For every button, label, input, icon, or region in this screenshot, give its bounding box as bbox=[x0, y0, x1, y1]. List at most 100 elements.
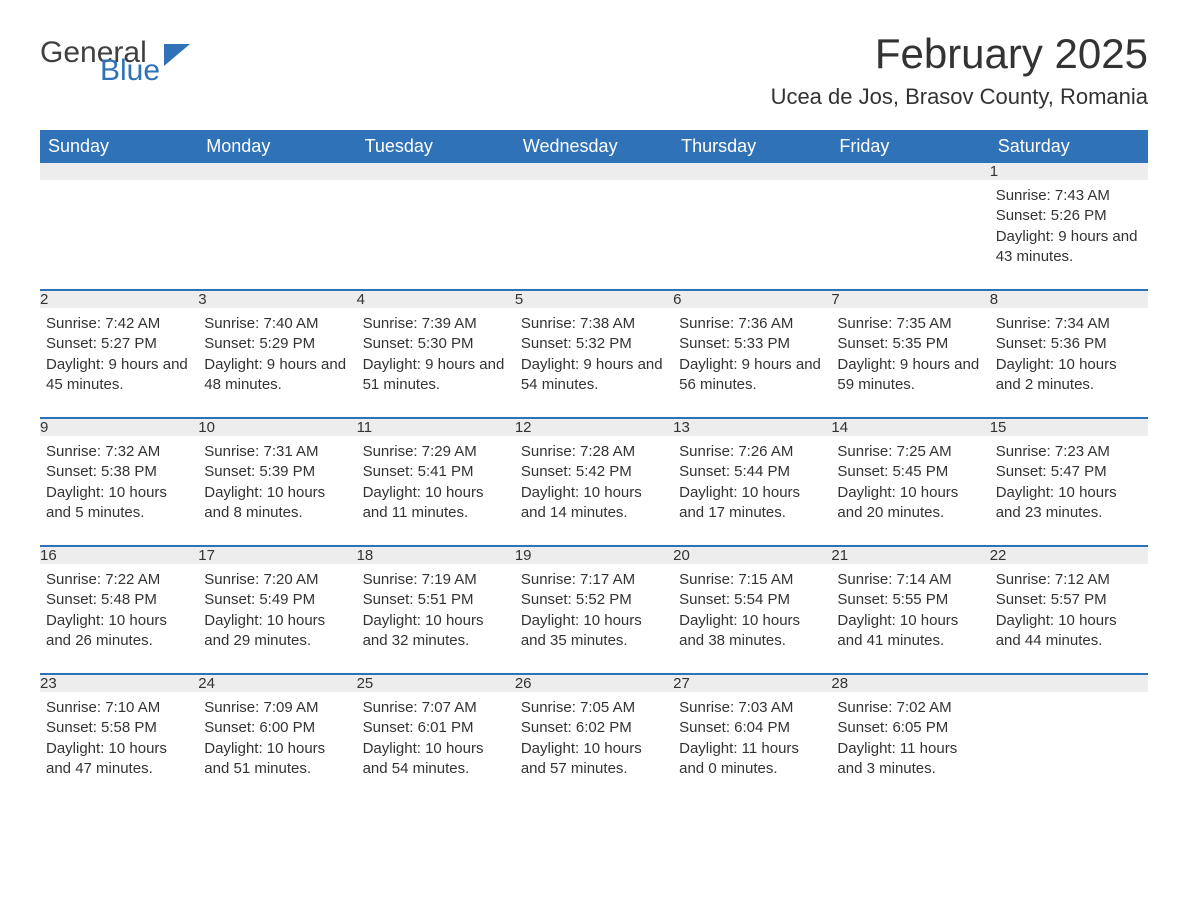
day-content-cell: Sunrise: 7:03 AMSunset: 6:04 PMDaylight:… bbox=[673, 692, 831, 801]
sunrise-text: Sunrise: 7:25 AM bbox=[837, 442, 983, 462]
week-daynum-row: 23 24 25 2627 28 bbox=[40, 674, 1148, 692]
day-content-cell: Sunrise: 7:40 AMSunset: 5:29 PMDaylight:… bbox=[198, 308, 356, 418]
sunset-text: Sunset: 5:29 PM bbox=[204, 334, 350, 354]
daylight-text: Daylight: 10 hours and 20 minutes. bbox=[837, 483, 983, 524]
sunrise-text: Sunrise: 7:03 AM bbox=[679, 698, 825, 718]
sunset-text: Sunset: 5:26 PM bbox=[996, 206, 1142, 226]
sunrise-text: Sunrise: 7:22 AM bbox=[46, 570, 192, 590]
day-content: Sunrise: 7:43 AMSunset: 5:26 PMDaylight:… bbox=[990, 180, 1148, 289]
day-number: 15 bbox=[990, 419, 1007, 436]
sunset-text: Sunset: 5:51 PM bbox=[363, 590, 509, 610]
day-number-cell bbox=[357, 163, 515, 180]
daylight-text: Daylight: 10 hours and 47 minutes. bbox=[46, 739, 192, 780]
day-number: 28 bbox=[831, 675, 848, 692]
sunset-text: Sunset: 5:58 PM bbox=[46, 718, 192, 738]
sunrise-text: Sunrise: 7:26 AM bbox=[679, 442, 825, 462]
day-number-cell: 11 bbox=[357, 418, 515, 436]
daylight-text: Daylight: 10 hours and 26 minutes. bbox=[46, 611, 192, 652]
day-content: Sunrise: 7:32 AMSunset: 5:38 PMDaylight:… bbox=[40, 436, 198, 545]
day-content: Sunrise: 7:02 AMSunset: 6:05 PMDaylight:… bbox=[831, 692, 989, 801]
sunset-text: Sunset: 5:30 PM bbox=[363, 334, 509, 354]
weekday-header-row: Sunday Monday Tuesday Wednesday Thursday… bbox=[40, 130, 1148, 163]
day-number: 23 bbox=[40, 675, 57, 692]
day-content-cell bbox=[198, 180, 356, 290]
day-content: Sunrise: 7:07 AMSunset: 6:01 PMDaylight:… bbox=[357, 692, 515, 801]
day-number: 24 bbox=[198, 675, 215, 692]
sunset-text: Sunset: 5:39 PM bbox=[204, 462, 350, 482]
day-content-cell: Sunrise: 7:17 AMSunset: 5:52 PMDaylight:… bbox=[515, 564, 673, 674]
sunrise-text: Sunrise: 7:38 AM bbox=[521, 314, 667, 334]
sunset-text: Sunset: 5:35 PM bbox=[837, 334, 983, 354]
day-number: 18 bbox=[357, 547, 374, 564]
day-number: 12 bbox=[515, 419, 532, 436]
day-content-cell: Sunrise: 7:10 AMSunset: 5:58 PMDaylight:… bbox=[40, 692, 198, 801]
daylight-text: Daylight: 10 hours and 51 minutes. bbox=[204, 739, 350, 780]
day-number-cell: 1 bbox=[990, 163, 1148, 180]
day-number: 19 bbox=[515, 547, 532, 564]
week-daynum-row: 2345678 bbox=[40, 290, 1148, 308]
day-number-cell: 9 bbox=[40, 418, 198, 436]
day-number: 10 bbox=[198, 419, 215, 436]
sunset-text: Sunset: 5:36 PM bbox=[996, 334, 1142, 354]
day-content-cell: Sunrise: 7:14 AMSunset: 5:55 PMDaylight:… bbox=[831, 564, 989, 674]
day-content: Sunrise: 7:40 AMSunset: 5:29 PMDaylight:… bbox=[198, 308, 356, 417]
day-content-cell: Sunrise: 7:19 AMSunset: 5:51 PMDaylight:… bbox=[357, 564, 515, 674]
daylight-text: Daylight: 10 hours and 38 minutes. bbox=[679, 611, 825, 652]
day-number-cell: 26 bbox=[515, 674, 673, 692]
sunset-text: Sunset: 6:01 PM bbox=[363, 718, 509, 738]
day-number-cell: 24 bbox=[198, 674, 356, 692]
day-content: Sunrise: 7:34 AMSunset: 5:36 PMDaylight:… bbox=[990, 308, 1148, 417]
day-number: 7 bbox=[831, 291, 839, 308]
page-title: February 2025 bbox=[771, 30, 1148, 78]
daylight-text: Daylight: 9 hours and 43 minutes. bbox=[996, 227, 1142, 268]
sunset-text: Sunset: 5:49 PM bbox=[204, 590, 350, 610]
day-content: Sunrise: 7:12 AMSunset: 5:57 PMDaylight:… bbox=[990, 564, 1148, 673]
day-content-cell: Sunrise: 7:28 AMSunset: 5:42 PMDaylight:… bbox=[515, 436, 673, 546]
day-number-cell: 7 bbox=[831, 290, 989, 308]
flag-icon bbox=[164, 44, 190, 66]
day-number: 22 bbox=[990, 547, 1007, 564]
day-content-cell: Sunrise: 7:20 AMSunset: 5:49 PMDaylight:… bbox=[198, 564, 356, 674]
day-number: 2 bbox=[40, 291, 48, 308]
day-number-cell: 19 bbox=[515, 546, 673, 564]
sunrise-text: Sunrise: 7:35 AM bbox=[837, 314, 983, 334]
day-number-cell: 18 bbox=[357, 546, 515, 564]
day-content-cell bbox=[515, 180, 673, 290]
daylight-text: Daylight: 9 hours and 51 minutes. bbox=[363, 355, 509, 396]
day-content-cell: Sunrise: 7:29 AMSunset: 5:41 PMDaylight:… bbox=[357, 436, 515, 546]
day-number-cell: 17 bbox=[198, 546, 356, 564]
col-friday: Friday bbox=[831, 130, 989, 163]
day-number: 16 bbox=[40, 547, 57, 564]
sunrise-text: Sunrise: 7:09 AM bbox=[204, 698, 350, 718]
day-number: 25 bbox=[357, 675, 374, 692]
daylight-text: Daylight: 9 hours and 59 minutes. bbox=[837, 355, 983, 396]
logo: General Blue bbox=[40, 40, 190, 83]
day-content-cell: Sunrise: 7:38 AMSunset: 5:32 PMDaylight:… bbox=[515, 308, 673, 418]
daylight-text: Daylight: 9 hours and 54 minutes. bbox=[521, 355, 667, 396]
day-number: 8 bbox=[990, 291, 998, 308]
day-content-cell: Sunrise: 7:35 AMSunset: 5:35 PMDaylight:… bbox=[831, 308, 989, 418]
sunrise-text: Sunrise: 7:40 AM bbox=[204, 314, 350, 334]
week-content-row: Sunrise: 7:42 AMSunset: 5:27 PMDaylight:… bbox=[40, 308, 1148, 418]
day-content: Sunrise: 7:39 AMSunset: 5:30 PMDaylight:… bbox=[357, 308, 515, 417]
week-daynum-row: 16171819202122 bbox=[40, 546, 1148, 564]
day-number-cell: 16 bbox=[40, 546, 198, 564]
day-number: 17 bbox=[198, 547, 215, 564]
day-number-cell bbox=[198, 163, 356, 180]
day-number: 14 bbox=[831, 419, 848, 436]
col-sunday: Sunday bbox=[40, 130, 198, 163]
sunset-text: Sunset: 5:33 PM bbox=[679, 334, 825, 354]
day-content-cell bbox=[673, 180, 831, 290]
sunset-text: Sunset: 5:52 PM bbox=[521, 590, 667, 610]
sunset-text: Sunset: 6:05 PM bbox=[837, 718, 983, 738]
day-content: Sunrise: 7:23 AMSunset: 5:47 PMDaylight:… bbox=[990, 436, 1148, 545]
sunrise-text: Sunrise: 7:23 AM bbox=[996, 442, 1142, 462]
day-number-cell: 20 bbox=[673, 546, 831, 564]
day-content: Sunrise: 7:31 AMSunset: 5:39 PMDaylight:… bbox=[198, 436, 356, 545]
day-content-cell: Sunrise: 7:32 AMSunset: 5:38 PMDaylight:… bbox=[40, 436, 198, 546]
day-number: 27 bbox=[673, 675, 690, 692]
sunset-text: Sunset: 5:42 PM bbox=[521, 462, 667, 482]
day-number-cell: 2 bbox=[40, 290, 198, 308]
day-content: Sunrise: 7:20 AMSunset: 5:49 PMDaylight:… bbox=[198, 564, 356, 673]
sunset-text: Sunset: 6:00 PM bbox=[204, 718, 350, 738]
